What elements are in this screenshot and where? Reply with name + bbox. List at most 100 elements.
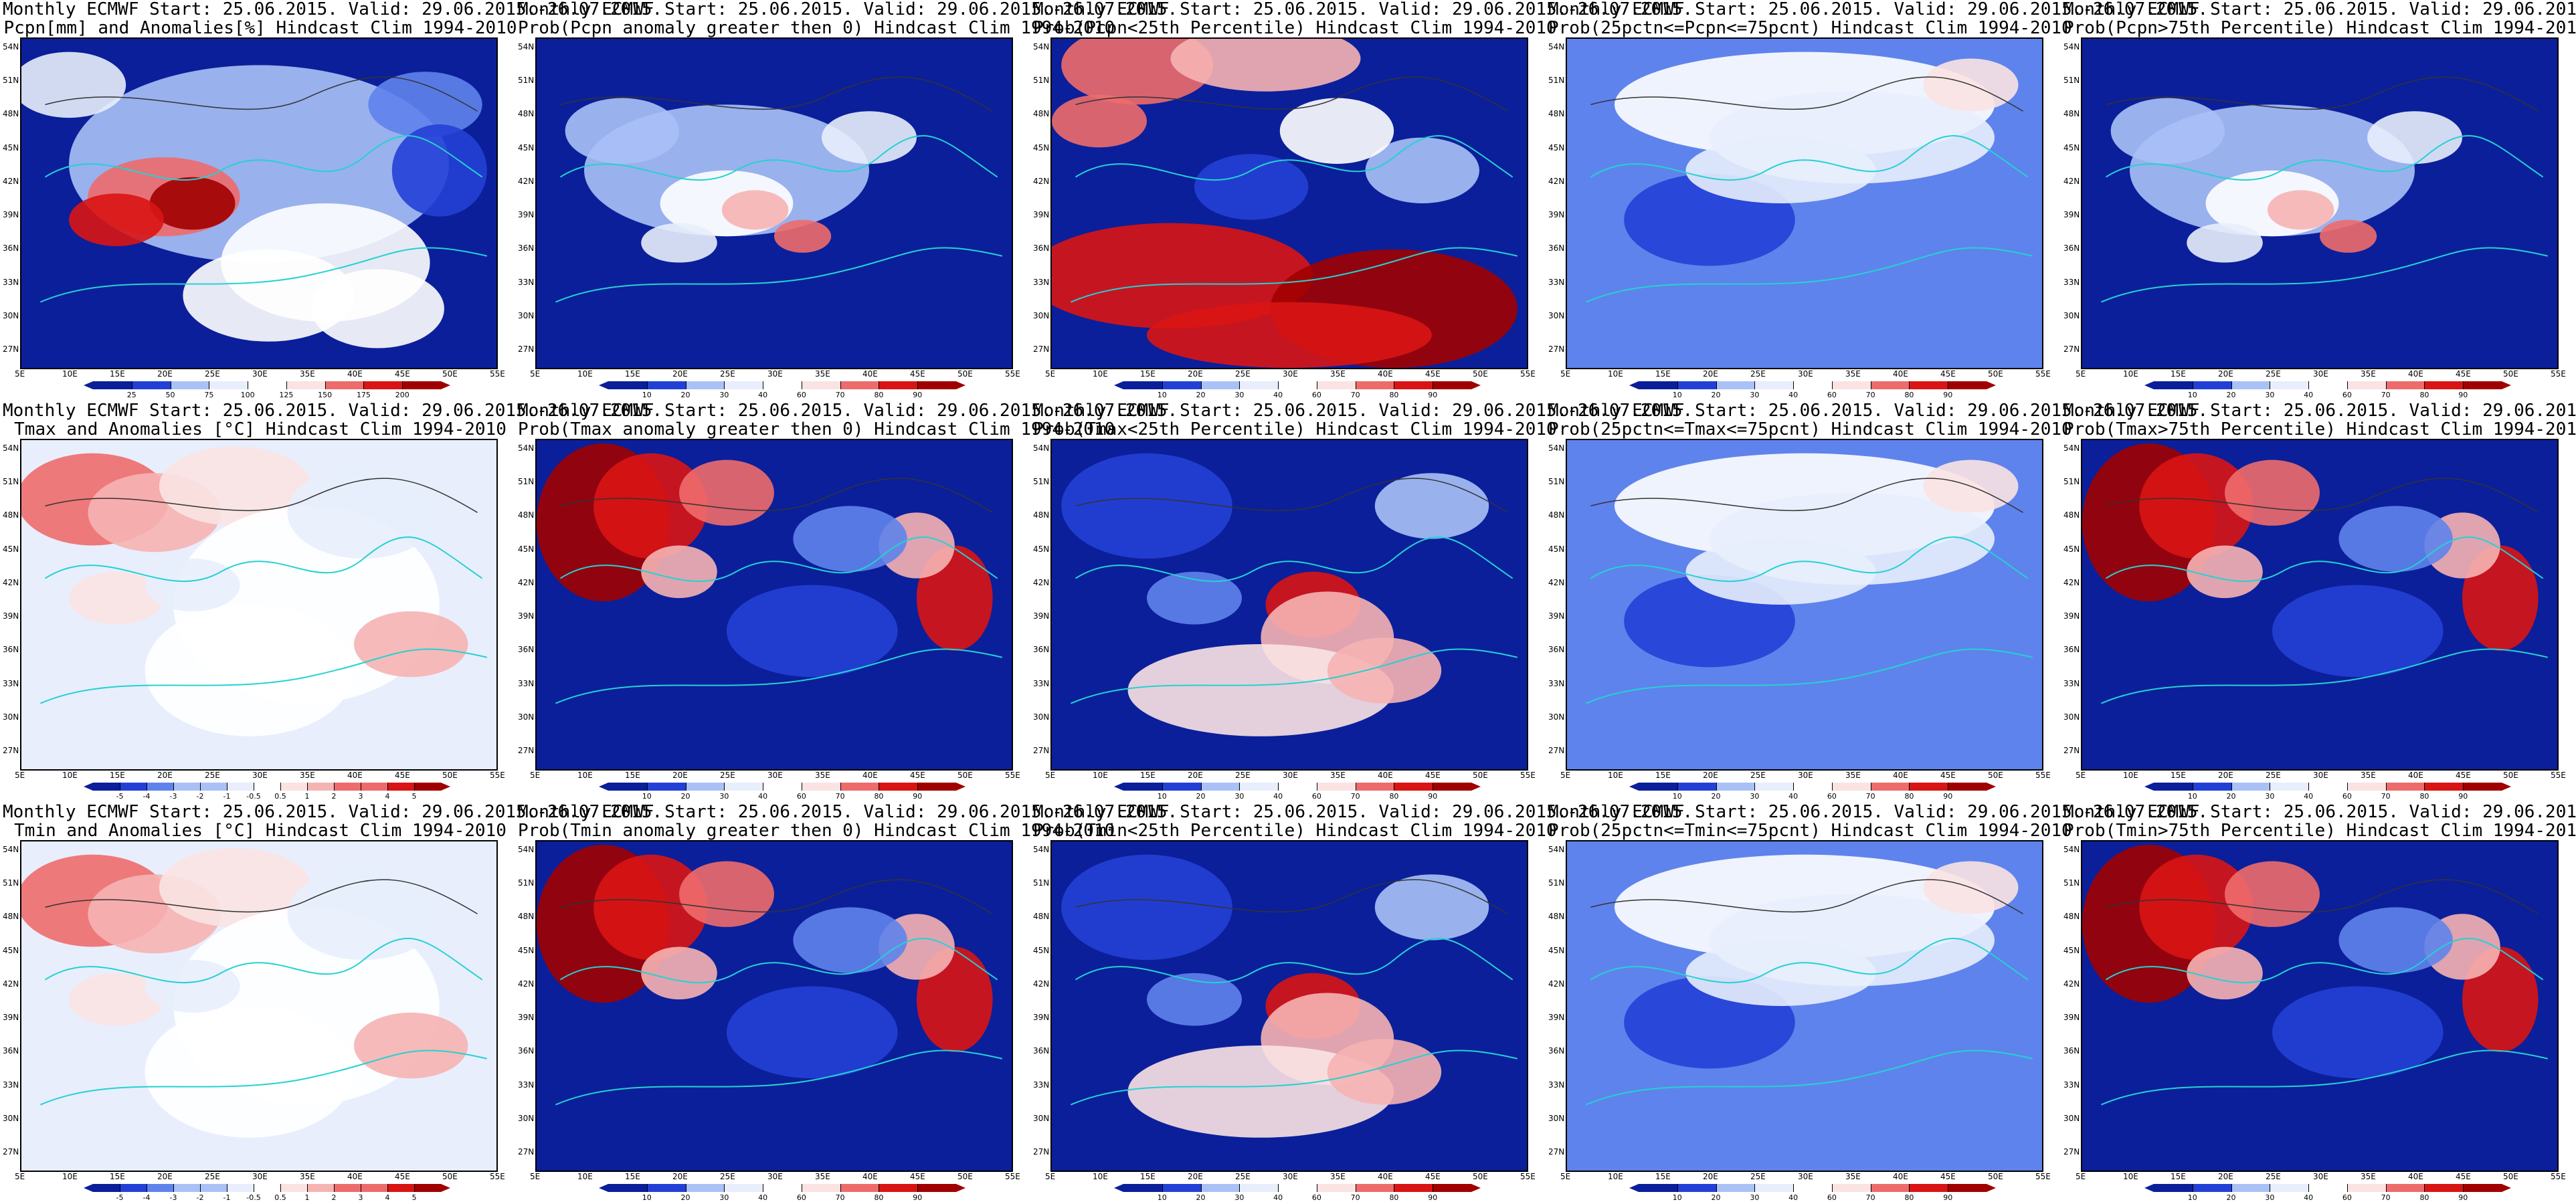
coastline [559,536,998,583]
colorbar-bin [1200,381,1240,389]
contour-line [560,478,993,513]
colorbar-tick [1754,783,1756,791]
lat-tick-label: 30N [1548,1113,1565,1123]
colorbar-tick-label: 5 [411,792,417,801]
lat-tick-label: 51N [518,878,535,888]
colorbar-bin [1831,1184,1871,1192]
colorbar-tick-label: 30 [2265,792,2275,801]
lon-tick-label: 20E [1703,771,1718,780]
coastline [1586,648,2033,704]
lat-tick-label: 36N [518,1046,535,1056]
colorbar-min-arrow [2144,783,2154,791]
lat-tick-label: 39N [3,611,19,621]
colorbar-bin [646,381,686,389]
colorbar-tick-label: 70 [1865,1193,1875,1202]
lon-tick-label: 50E [442,771,458,780]
colorbar-tick-label: 70 [835,1193,845,1202]
lon-tick-label: 45E [910,369,925,379]
colorbar-bin [1162,783,1201,791]
colorbar-tick [2463,381,2464,389]
colorbar-bin [1123,381,1162,389]
colorbar-tick-label: 60 [1827,792,1837,801]
map-panel: Monthly ECMWF Start: 25.06.2015. Valid: … [518,803,1178,1204]
lat-tick-label: 33N [1548,678,1565,688]
lon-tick-label: 25E [1750,369,1766,379]
colorbar-max-arrow [441,1184,450,1192]
shading-blob [1052,223,1313,328]
lon-tick-label: 5E [1560,1172,1571,1181]
colorbar-bin [1639,381,1677,389]
lat-tick-label: 45N [3,142,19,153]
colorbar-tick-label: 10 [642,1193,652,1202]
lat-tick-label: 30N [2063,1113,2080,1123]
colorbar-tick-label: 50 [165,391,175,399]
lon-tick-label: 15E [1140,1172,1156,1181]
lat-tick-label: 42N [2063,176,2080,186]
colorbar-bin [685,783,725,791]
lat-tick-label: 33N [1033,678,1050,688]
lat-tick-label: 30N [3,1113,19,1123]
colorbar-max-arrow [441,783,450,791]
map-panel: Monthly ECMWF Start: 25.06.2015. Valid: … [1033,401,1693,803]
shading-blob [774,219,832,253]
colorbar-tick-label: 40 [758,391,768,399]
lat-tick-label: 42N [518,979,535,989]
colorbar-tick [724,381,725,389]
lon-tick-label: 40E [347,369,363,379]
colorbar-bin [227,1184,254,1192]
colorbar-tick-label: 90 [2458,792,2468,801]
lon-tick-label: 15E [2171,771,2186,780]
lat-tick-label: 48N [518,912,535,922]
shading-blob [1857,605,1990,684]
map-field [535,840,1013,1172]
panel-title-line2: Prob(Pcpn anomaly greater then 0) Hindca… [518,18,1115,38]
lon-tick-label: 40E [1378,369,1393,379]
contour-line [1590,879,2023,914]
lon-tick-label: 45E [910,771,925,780]
colorbar-tick [646,1184,648,1192]
colorbar-tick [307,1184,308,1192]
colorbar-tick-label: 10 [642,391,652,399]
colorbar-tick [2347,1184,2348,1192]
panel-title-line2: Prob(Tmin anomaly greater then 0) Hindca… [518,821,1115,841]
colorbar-tick [387,783,388,791]
colorbar-bin [2347,783,2386,791]
lon-tick-label: 5E [2076,1172,2086,1181]
colorbar-bin [254,783,280,791]
lat-tick-label: 51N [3,878,19,888]
lat-tick-label: 48N [1548,510,1565,520]
colorbar-min-arrow [1114,783,1123,791]
shading-blob [793,907,907,973]
coastline [1071,648,1518,704]
panel-title-line2: Prob(Tmax<25th Percentile) Hindcast Clim… [1033,419,1557,439]
shading-blob [2338,907,2453,973]
colorbar-tick-label: -5 [116,1193,124,1202]
colorbar-bin [173,1184,200,1192]
colorbar-tick [1716,381,1717,389]
lat-tick-label: 51N [2063,878,2080,888]
lon-tick-label: 25E [1750,1172,1766,1181]
map-shading [1586,453,2033,704]
lat-tick-label: 33N [1033,277,1050,287]
panel-title-line1: Monthly ECMWF Start: 25.06.2015. Valid: … [518,0,1178,19]
colorbar-bin [131,381,171,389]
shading-blob [1365,137,1479,203]
shading-blob [1857,1006,1990,1086]
contour-line [1075,76,1508,112]
lon-tick-label: 55E [2551,369,2566,379]
map-shading [1061,453,1518,736]
contour-line [1590,76,2023,112]
colorbar-tick-label: -5 [116,792,124,801]
colorbar-tick-label: 90 [913,792,923,801]
colorbar-tick [1831,783,1833,791]
lat-tick-label: 33N [2063,678,2080,688]
colorbar-tick [2424,783,2425,791]
lat-tick-label: 30N [518,712,535,722]
colorbar-tick-label: 90 [1943,1193,1953,1202]
colorbar-tick-label: 80 [1904,391,1914,399]
lon-tick-label: 35E [300,369,315,379]
colorbar-tick [2231,783,2232,791]
lat-tick-label: 45N [1033,544,1050,554]
colorbar-bin [325,381,364,389]
colorbar-tick-label: 60 [1311,391,1321,399]
